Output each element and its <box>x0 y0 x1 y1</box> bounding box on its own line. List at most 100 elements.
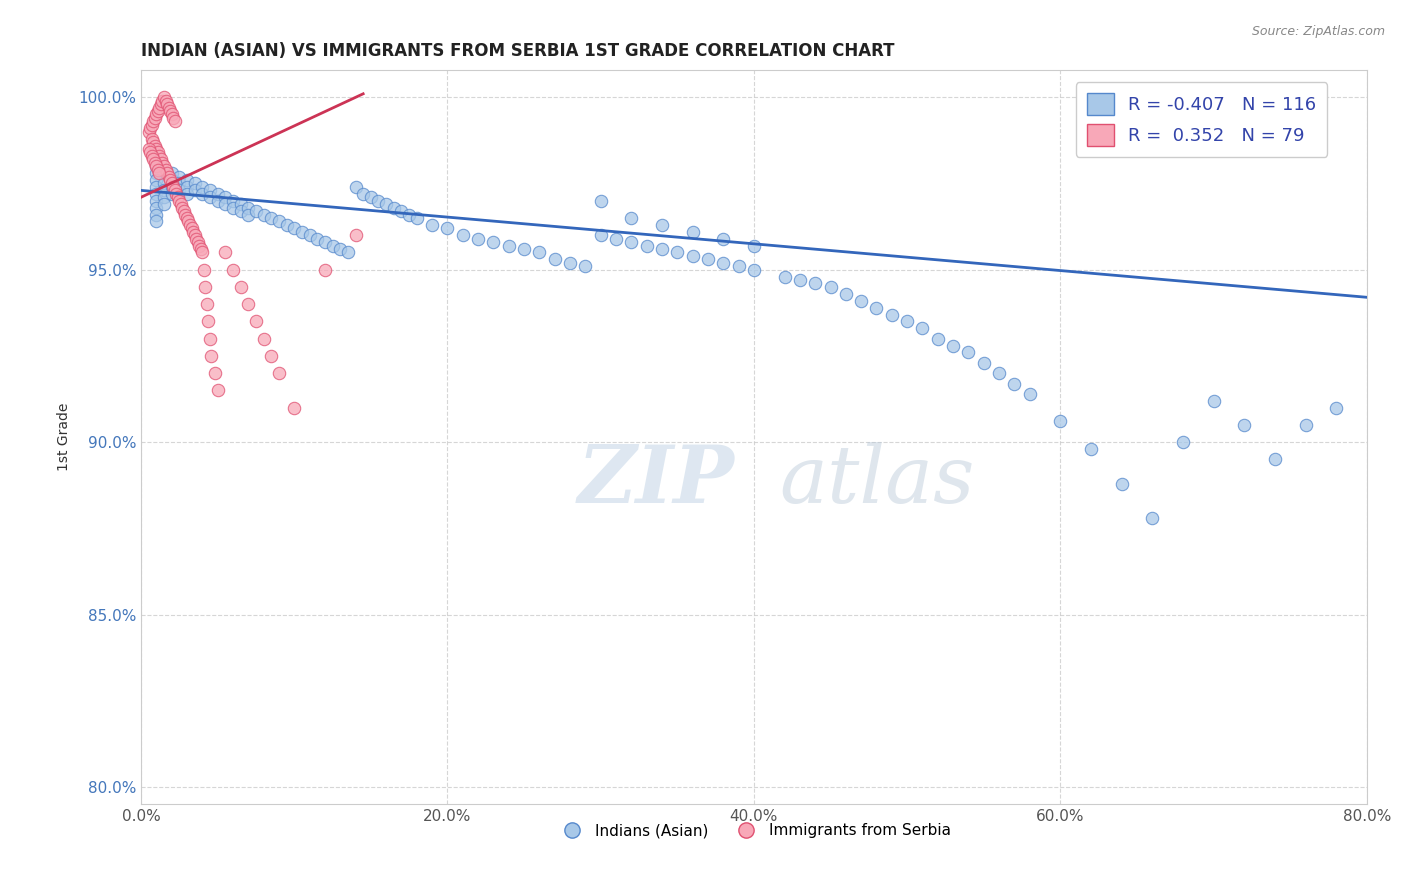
Point <box>214 190 236 204</box>
Point <box>957 345 980 359</box>
Point <box>204 366 226 380</box>
Point <box>222 201 245 215</box>
Point <box>172 201 194 215</box>
Point <box>153 197 176 211</box>
Point <box>145 194 167 208</box>
Point <box>145 142 167 156</box>
Point <box>544 252 567 267</box>
Point <box>145 201 167 215</box>
Point <box>229 197 252 211</box>
Point <box>183 177 205 191</box>
Point <box>149 153 172 167</box>
Point <box>1002 376 1025 391</box>
Point <box>143 155 166 169</box>
Point <box>141 149 163 163</box>
Point <box>155 94 177 108</box>
Point <box>742 238 765 252</box>
Point <box>153 90 176 104</box>
Point <box>344 228 367 243</box>
Point <box>229 280 252 294</box>
Point <box>222 194 245 208</box>
Point <box>849 293 872 308</box>
Point <box>420 218 443 232</box>
Point <box>1080 442 1102 456</box>
Point <box>195 297 218 311</box>
Point <box>245 314 267 328</box>
Point <box>143 138 166 153</box>
Point <box>398 207 420 221</box>
Text: INDIAN (ASIAN) VS IMMIGRANTS FROM SERBIA 1ST GRADE CORRELATION CHART: INDIAN (ASIAN) VS IMMIGRANTS FROM SERBIA… <box>141 42 894 60</box>
Point <box>156 166 179 180</box>
Point <box>145 186 167 201</box>
Point <box>180 221 202 235</box>
Point <box>142 153 165 167</box>
Point <box>152 155 174 169</box>
Point <box>291 225 314 239</box>
Point <box>181 225 204 239</box>
Point <box>207 186 229 201</box>
Point <box>620 211 643 225</box>
Point <box>1264 452 1286 467</box>
Point <box>169 194 191 208</box>
Point <box>160 186 183 201</box>
Y-axis label: 1st Grade: 1st Grade <box>58 403 72 471</box>
Point <box>222 262 245 277</box>
Point <box>162 180 184 194</box>
Point <box>155 162 177 177</box>
Point <box>166 190 188 204</box>
Point <box>298 228 321 243</box>
Point <box>911 321 934 335</box>
Point <box>163 183 186 197</box>
Point <box>382 201 405 215</box>
Point <box>651 242 673 256</box>
Point <box>198 190 221 204</box>
Point <box>238 207 260 221</box>
Point <box>174 207 197 221</box>
Point <box>482 235 505 249</box>
Point <box>142 135 165 149</box>
Point <box>139 121 162 136</box>
Point <box>169 177 191 191</box>
Point <box>252 332 274 346</box>
Point <box>1171 435 1194 450</box>
Point <box>352 186 374 201</box>
Point <box>146 162 169 177</box>
Point <box>163 114 186 128</box>
Point <box>165 186 187 201</box>
Point <box>157 101 180 115</box>
Point <box>682 249 704 263</box>
Point <box>896 314 918 328</box>
Point <box>145 207 167 221</box>
Point <box>336 245 359 260</box>
Point <box>1018 387 1040 401</box>
Point <box>153 177 176 191</box>
Point <box>214 245 236 260</box>
Point <box>214 197 236 211</box>
Point <box>942 338 965 352</box>
Point <box>153 190 176 204</box>
Point <box>283 221 305 235</box>
Point <box>153 183 176 197</box>
Point <box>198 332 221 346</box>
Point <box>159 173 181 187</box>
Point <box>145 214 167 228</box>
Point <box>207 384 229 398</box>
Point <box>170 197 193 211</box>
Point <box>191 186 214 201</box>
Point <box>152 94 174 108</box>
Text: atlas: atlas <box>779 442 974 520</box>
Point <box>252 207 274 221</box>
Point <box>436 221 458 235</box>
Point <box>245 204 267 219</box>
Point <box>194 280 217 294</box>
Point <box>143 111 166 125</box>
Point <box>1111 476 1133 491</box>
Point <box>589 228 612 243</box>
Point <box>238 297 260 311</box>
Point <box>200 349 222 363</box>
Point <box>145 107 167 121</box>
Point <box>160 177 183 191</box>
Point <box>711 256 734 270</box>
Point <box>636 238 658 252</box>
Point <box>865 301 887 315</box>
